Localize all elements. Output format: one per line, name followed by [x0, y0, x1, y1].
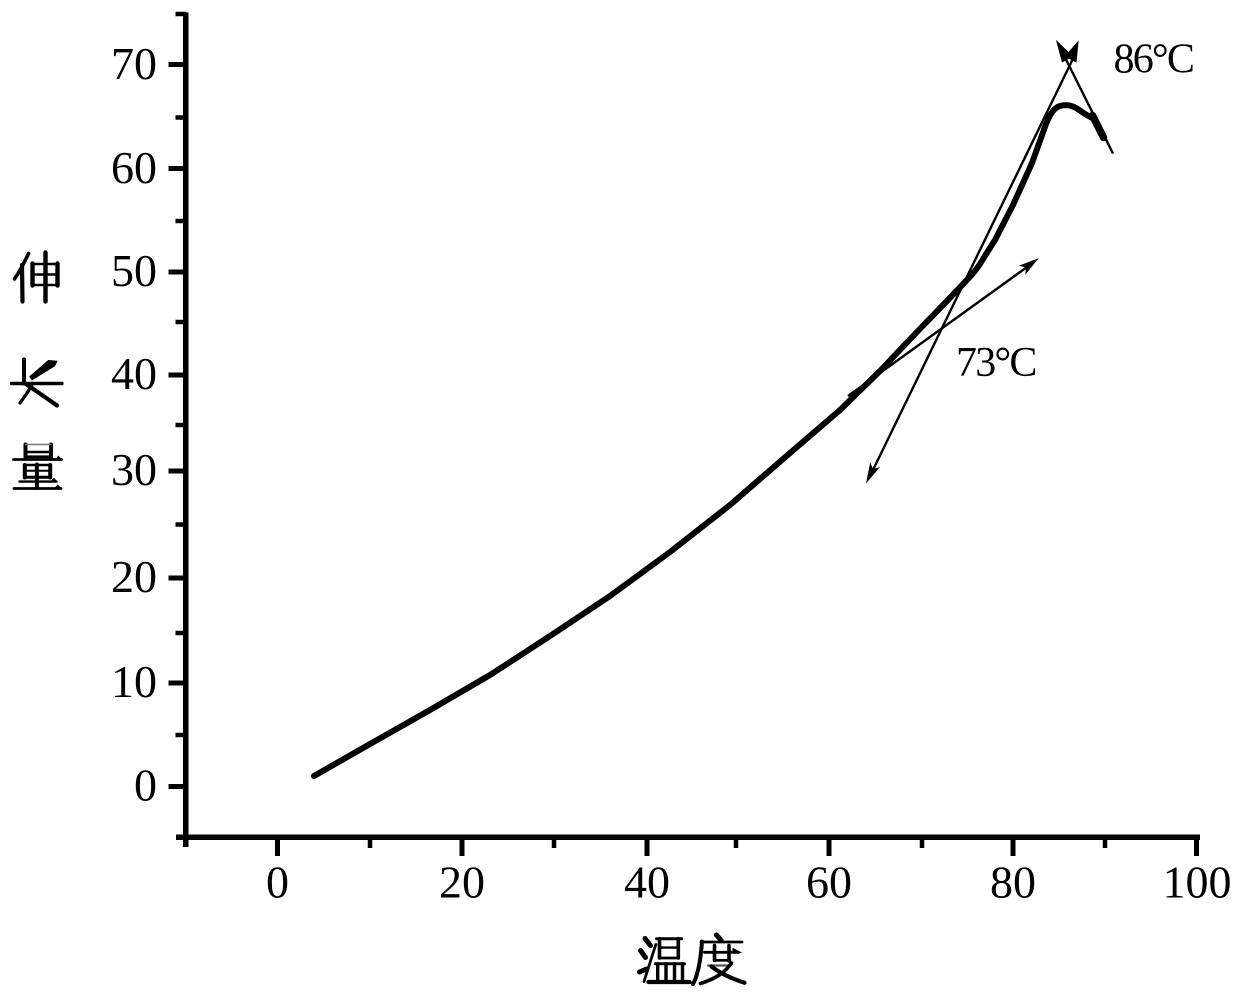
svg-text:80: 80: [990, 857, 1036, 908]
svg-text:30: 30: [111, 444, 157, 495]
svg-text:100: 100: [1163, 857, 1232, 908]
svg-text:86°C: 86°C: [1114, 37, 1194, 83]
svg-text:10: 10: [111, 656, 157, 707]
svg-text:20: 20: [111, 551, 157, 602]
svg-text:70: 70: [111, 38, 157, 89]
svg-text:73°C: 73°C: [956, 340, 1036, 386]
svg-text:40: 40: [111, 348, 157, 399]
svg-text:40: 40: [624, 857, 670, 908]
svg-text:60: 60: [806, 857, 852, 908]
svg-text:20: 20: [439, 857, 485, 908]
svg-text:50: 50: [111, 245, 157, 296]
svg-text:60: 60: [111, 142, 157, 193]
svg-text:0: 0: [266, 857, 289, 908]
svg-text:0: 0: [134, 760, 157, 811]
